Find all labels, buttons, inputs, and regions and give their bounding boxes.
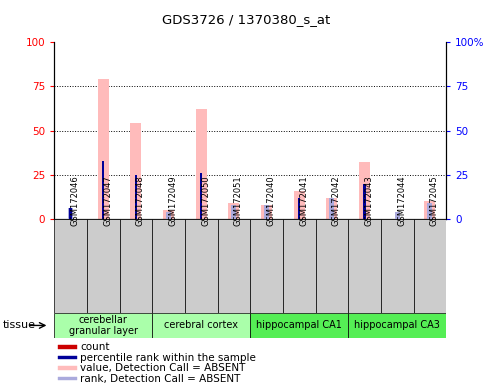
Text: hippocampal CA1: hippocampal CA1 (256, 320, 342, 331)
Bar (414, 219, 446, 313)
Bar (135, 175, 137, 219)
Bar (152, 313, 250, 338)
Text: GSM172051: GSM172051 (234, 176, 243, 227)
Text: hippocampal CA3: hippocampal CA3 (354, 320, 440, 331)
Bar (131, 124, 141, 219)
Bar (68, 208, 73, 219)
Bar (98, 79, 108, 219)
Bar (264, 205, 269, 219)
Text: percentile rank within the sample: percentile rank within the sample (80, 353, 256, 362)
Bar (70, 208, 72, 219)
Bar (298, 198, 300, 219)
Bar (54, 313, 152, 338)
Text: value, Detection Call = ABSENT: value, Detection Call = ABSENT (80, 363, 246, 373)
Bar (196, 109, 207, 219)
Bar (427, 203, 432, 219)
Bar (200, 173, 203, 219)
Text: cerebral cortex: cerebral cortex (164, 320, 238, 331)
Bar (395, 212, 400, 219)
Bar (348, 219, 381, 313)
Bar (261, 205, 272, 219)
Bar (250, 219, 283, 313)
Bar (231, 205, 236, 219)
Text: GSM172048: GSM172048 (136, 175, 145, 227)
Bar (58, 366, 77, 370)
Text: rank, Detection Call = ABSENT: rank, Detection Call = ABSENT (80, 374, 241, 384)
Bar (250, 313, 348, 338)
Text: GSM172040: GSM172040 (267, 176, 276, 227)
Bar (58, 356, 77, 359)
Text: GSM172050: GSM172050 (201, 176, 210, 227)
Text: GSM172045: GSM172045 (430, 176, 439, 227)
Bar (58, 377, 77, 381)
Text: GSM172042: GSM172042 (332, 176, 341, 227)
Text: GSM172043: GSM172043 (364, 175, 374, 227)
Bar (217, 219, 250, 313)
Bar (424, 201, 435, 219)
Bar (359, 162, 370, 219)
Bar (326, 198, 337, 219)
Text: GSM172049: GSM172049 (169, 176, 177, 227)
Bar (185, 219, 217, 313)
Bar (119, 219, 152, 313)
Bar (316, 219, 348, 313)
Bar (348, 313, 446, 338)
Text: GSM172046: GSM172046 (70, 175, 79, 227)
Bar (58, 345, 77, 349)
Bar (54, 219, 87, 313)
Bar (283, 219, 316, 313)
Bar (87, 219, 119, 313)
Bar (152, 219, 185, 313)
Bar (102, 161, 105, 219)
Text: GDS3726 / 1370380_s_at: GDS3726 / 1370380_s_at (162, 13, 331, 26)
Text: GSM172041: GSM172041 (299, 176, 308, 227)
Bar (329, 198, 334, 219)
Bar (294, 190, 305, 219)
Bar (381, 219, 414, 313)
Text: GSM172044: GSM172044 (397, 176, 406, 227)
Bar (228, 203, 239, 219)
Bar (363, 184, 366, 219)
Bar (166, 212, 171, 219)
Text: tissue: tissue (2, 320, 35, 331)
Bar (163, 210, 174, 219)
Text: count: count (80, 342, 109, 352)
Text: GSM172047: GSM172047 (103, 175, 112, 227)
Text: cerebellar
granular layer: cerebellar granular layer (69, 314, 138, 336)
